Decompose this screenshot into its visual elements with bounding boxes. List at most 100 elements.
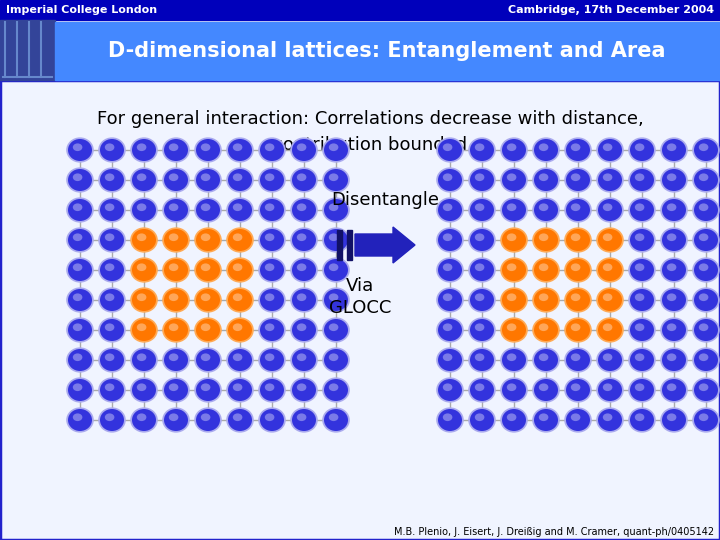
Ellipse shape [500, 377, 528, 403]
Ellipse shape [694, 409, 718, 431]
Ellipse shape [196, 199, 220, 221]
Ellipse shape [201, 144, 210, 151]
Ellipse shape [436, 318, 464, 343]
Ellipse shape [500, 347, 528, 373]
Ellipse shape [196, 409, 220, 431]
Ellipse shape [630, 379, 654, 401]
Ellipse shape [233, 144, 243, 151]
Ellipse shape [443, 353, 452, 361]
Ellipse shape [539, 353, 549, 361]
Ellipse shape [132, 409, 156, 431]
Ellipse shape [226, 227, 254, 253]
Ellipse shape [564, 347, 592, 373]
Ellipse shape [694, 259, 718, 281]
Ellipse shape [105, 204, 114, 211]
Ellipse shape [137, 383, 146, 391]
Ellipse shape [98, 258, 126, 282]
Ellipse shape [68, 229, 92, 251]
Ellipse shape [196, 139, 220, 161]
Ellipse shape [162, 407, 190, 433]
Text: Cambridge, 17th December 2004: Cambridge, 17th December 2004 [508, 5, 714, 15]
Ellipse shape [566, 199, 590, 221]
Bar [0, 80, 720, 540]
Ellipse shape [258, 167, 286, 193]
Ellipse shape [164, 199, 188, 221]
Ellipse shape [438, 229, 462, 251]
Ellipse shape [164, 289, 188, 311]
Ellipse shape [66, 197, 94, 222]
Ellipse shape [692, 318, 720, 343]
Ellipse shape [323, 227, 350, 253]
Ellipse shape [443, 264, 452, 271]
Ellipse shape [73, 144, 82, 151]
Ellipse shape [98, 227, 126, 253]
Ellipse shape [66, 137, 94, 163]
Ellipse shape [699, 144, 708, 151]
Ellipse shape [630, 259, 654, 281]
Ellipse shape [196, 259, 220, 281]
Ellipse shape [324, 289, 348, 311]
Ellipse shape [228, 349, 252, 371]
Ellipse shape [534, 199, 558, 221]
Ellipse shape [323, 137, 350, 163]
Ellipse shape [564, 407, 592, 433]
Ellipse shape [194, 197, 222, 222]
Ellipse shape [630, 409, 654, 431]
Ellipse shape [571, 353, 580, 361]
Ellipse shape [164, 319, 188, 341]
Ellipse shape [290, 407, 318, 433]
Ellipse shape [98, 137, 126, 163]
Ellipse shape [168, 173, 179, 181]
Ellipse shape [692, 167, 720, 193]
Ellipse shape [132, 319, 156, 341]
Ellipse shape [474, 264, 485, 271]
Ellipse shape [258, 347, 286, 373]
Ellipse shape [692, 197, 720, 222]
Ellipse shape [168, 233, 179, 241]
Ellipse shape [468, 287, 496, 313]
Ellipse shape [470, 259, 494, 281]
Ellipse shape [201, 293, 210, 301]
Ellipse shape [137, 264, 146, 271]
Ellipse shape [596, 407, 624, 433]
Ellipse shape [443, 323, 452, 331]
Ellipse shape [324, 409, 348, 431]
Ellipse shape [73, 173, 82, 181]
Ellipse shape [297, 264, 307, 271]
Ellipse shape [66, 167, 94, 193]
Ellipse shape [603, 383, 613, 391]
Ellipse shape [660, 318, 688, 343]
Ellipse shape [628, 377, 656, 403]
Ellipse shape [329, 353, 338, 361]
Ellipse shape [130, 167, 158, 193]
Ellipse shape [258, 377, 286, 403]
Ellipse shape [233, 323, 243, 331]
Ellipse shape [68, 349, 92, 371]
Ellipse shape [630, 229, 654, 251]
Ellipse shape [73, 264, 82, 271]
Ellipse shape [566, 169, 590, 191]
Ellipse shape [628, 167, 656, 193]
Ellipse shape [66, 287, 94, 313]
Ellipse shape [132, 349, 156, 371]
Ellipse shape [598, 289, 622, 311]
Ellipse shape [566, 409, 590, 431]
Ellipse shape [130, 197, 158, 222]
Ellipse shape [73, 353, 82, 361]
Ellipse shape [168, 323, 179, 331]
Ellipse shape [596, 137, 624, 163]
Ellipse shape [436, 258, 464, 282]
Ellipse shape [603, 414, 613, 421]
Ellipse shape [228, 259, 252, 281]
Ellipse shape [443, 144, 452, 151]
Ellipse shape [603, 264, 613, 271]
Ellipse shape [228, 289, 252, 311]
Ellipse shape [100, 349, 124, 371]
Ellipse shape [660, 287, 688, 313]
Ellipse shape [662, 379, 686, 401]
Ellipse shape [226, 258, 254, 282]
Ellipse shape [532, 137, 560, 163]
Ellipse shape [468, 258, 496, 282]
Ellipse shape [662, 199, 686, 221]
Ellipse shape [228, 409, 252, 431]
